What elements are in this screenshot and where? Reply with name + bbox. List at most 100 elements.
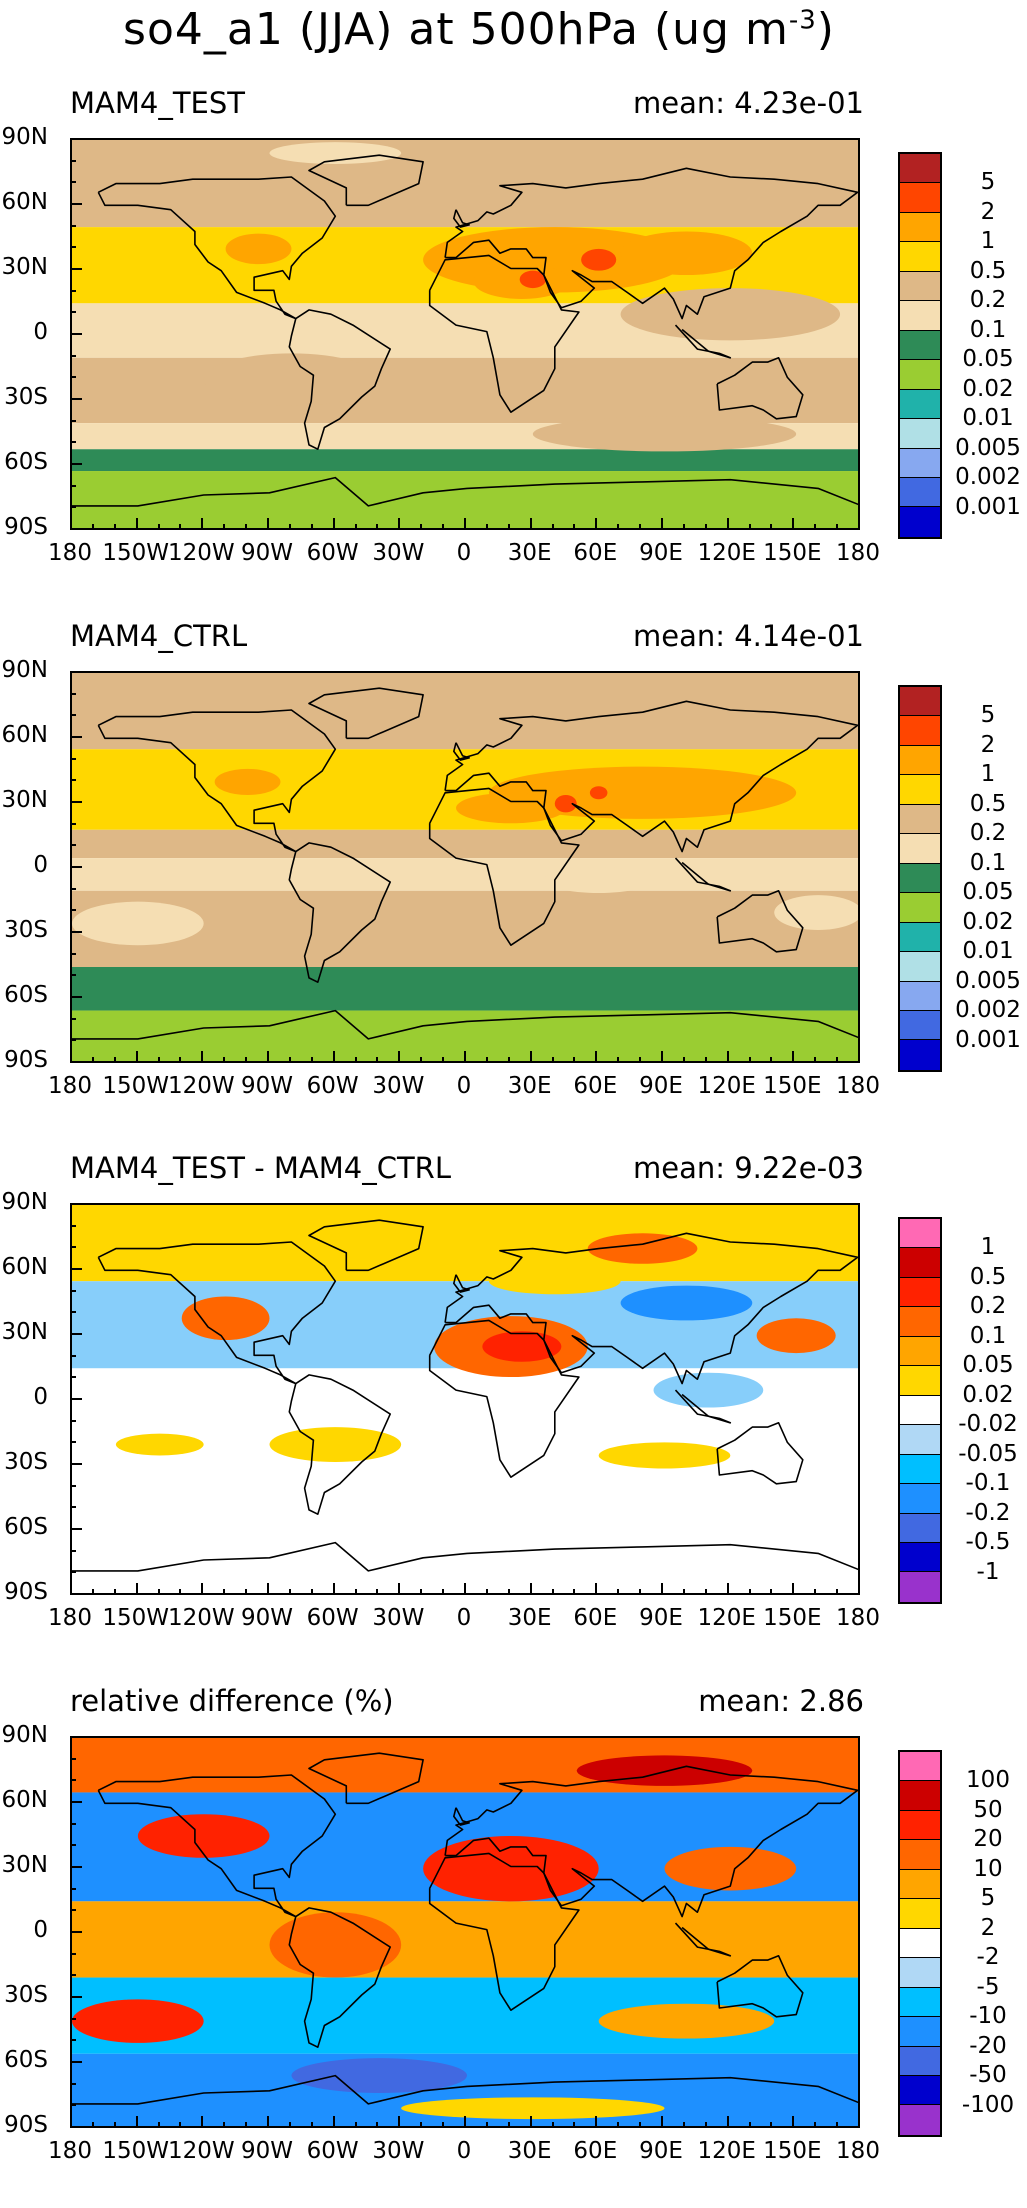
map-panel: MAM4_TEST mean: 4.23e-01 90N 60N 30N 0 30S 60S 9… xyxy=(0,86,1027,610)
coastline xyxy=(452,1274,471,1293)
longitude-label: 30E xyxy=(507,2138,552,2164)
map-panel: MAM4_CTRL mean: 4.14e-01 90N 60N 30N 0 30S 60S 9… xyxy=(0,619,1027,1143)
contour-region xyxy=(456,792,566,824)
colorbar-label: 0.2 xyxy=(969,820,1007,847)
colorbar-label: -5 xyxy=(976,1973,1000,2000)
longitude-minor-tick xyxy=(288,1589,291,1595)
colorbar-swatch xyxy=(900,716,940,746)
coastline xyxy=(428,254,580,414)
colorbar-label: -20 xyxy=(969,2032,1007,2059)
latitude-tick xyxy=(70,1866,82,1868)
contour-region xyxy=(620,231,753,276)
longitude-label: 60E xyxy=(573,1605,618,1631)
longitude-label: 150W xyxy=(102,1073,169,1099)
latitude-minor-tick xyxy=(70,1246,76,1249)
contour-region xyxy=(137,1814,270,1858)
coastline xyxy=(674,1922,732,1957)
colorbar-swatch xyxy=(900,212,940,243)
latitude-tick xyxy=(70,1931,82,1933)
latitude-label: 90N xyxy=(1,1189,48,1215)
longitude-minor-tick xyxy=(332,524,335,530)
longitude-minor-tick xyxy=(726,524,729,530)
longitude-minor-tick xyxy=(770,524,773,530)
latitude-minor-tick xyxy=(70,1224,76,1227)
latitude-tick xyxy=(70,398,82,400)
colorbar-swatch xyxy=(900,1307,940,1337)
longitude-minor-tick xyxy=(704,1589,707,1595)
latitude-label: 90S xyxy=(4,1579,48,1605)
map-panel: MAM4_TEST - MAM4_CTRL mean: 9.22e-03 90N 60… xyxy=(0,1151,1027,1675)
longitude-minor-tick xyxy=(267,1589,269,1595)
longitude-minor-tick xyxy=(332,2122,335,2128)
longitude-minor-tick xyxy=(682,524,685,530)
contour-region xyxy=(72,901,204,946)
longitude-minor-tick xyxy=(858,1589,860,1595)
longitude-label: 0 xyxy=(456,1605,472,1631)
colorbar xyxy=(898,1750,942,2137)
latitude-minor-tick xyxy=(70,246,76,249)
colorbar-label: -1 xyxy=(976,1558,1000,1585)
longitude-label: 150E xyxy=(763,1605,822,1631)
colorbar-swatch xyxy=(900,1958,940,1988)
latitude-label: 60S xyxy=(4,2047,48,2073)
colorbar-label: 2 xyxy=(980,1914,996,1941)
latitude-minor-tick xyxy=(70,2039,76,2042)
longitude-minor-tick xyxy=(157,1057,160,1063)
colorbar-swatch xyxy=(900,1542,940,1573)
colorbar-swatch xyxy=(900,1899,940,1929)
longitude-minor-tick xyxy=(91,2122,94,2128)
latitude-tick xyxy=(70,1268,82,1270)
contour-region xyxy=(181,1296,270,1341)
coastline xyxy=(308,154,424,207)
colorbar-swatch xyxy=(900,1219,940,1249)
longitude-minor-tick xyxy=(398,2122,401,2128)
coastline xyxy=(288,1374,392,1516)
colorbar-swatch xyxy=(900,893,940,923)
colorbar-swatch xyxy=(900,745,940,776)
colorbar-swatch xyxy=(900,1810,940,1841)
longitude-minor-tick xyxy=(420,524,423,530)
latitude-minor-tick xyxy=(70,506,76,509)
colorbar-label: 2 xyxy=(980,198,996,225)
colorbar-swatch xyxy=(900,1513,940,1543)
contour-region xyxy=(269,1427,402,1462)
latitude-label: 30N xyxy=(1,254,48,280)
latitude-minor-tick xyxy=(70,1484,76,1487)
latitude-label: 90S xyxy=(4,2112,48,2138)
contour-region xyxy=(214,768,281,795)
latitude-label: 0 xyxy=(33,1917,48,1943)
coastline xyxy=(72,1009,858,1040)
colorbar-label: 0.02 xyxy=(962,375,1014,402)
colorbar-swatch xyxy=(900,1869,940,1900)
longitude-minor-tick xyxy=(70,1057,72,1063)
contour-band xyxy=(72,890,858,967)
contour-region xyxy=(488,1268,621,1295)
colorbar-label: 5 xyxy=(980,1885,996,1912)
colorbar-swatch xyxy=(900,922,940,953)
latitude-tick xyxy=(70,463,82,465)
latitude-minor-tick xyxy=(70,1441,76,1444)
colorbar-label: 1 xyxy=(980,761,996,788)
colorbar-swatch xyxy=(900,1484,940,1514)
longitude-minor-tick xyxy=(485,524,488,530)
latitude-minor-tick xyxy=(70,311,76,314)
contour-band xyxy=(72,1901,858,1978)
longitude-minor-tick xyxy=(748,2122,751,2128)
contour-band xyxy=(72,357,858,424)
coastline xyxy=(444,700,858,853)
latitude-tick xyxy=(70,333,82,335)
contour-band xyxy=(72,1205,858,1282)
longitude-label: 60W xyxy=(306,1605,359,1631)
map-panel: relative difference (%) mean: 2.86 90N 60N 3… xyxy=(0,1684,1027,2208)
coastline xyxy=(97,1774,337,1918)
latitude-label: 60N xyxy=(1,1787,48,1813)
longitude-minor-tick xyxy=(814,1057,817,1063)
map-svg xyxy=(72,1205,858,1593)
latitude-minor-tick xyxy=(70,887,76,890)
longitude-minor-tick xyxy=(836,1589,839,1595)
colorbar-swatch xyxy=(900,804,940,835)
latitude-minor-tick xyxy=(70,1061,76,1063)
longitude-minor-tick xyxy=(310,524,313,530)
longitude-minor-tick xyxy=(245,524,248,530)
longitude-minor-tick xyxy=(201,1589,204,1595)
